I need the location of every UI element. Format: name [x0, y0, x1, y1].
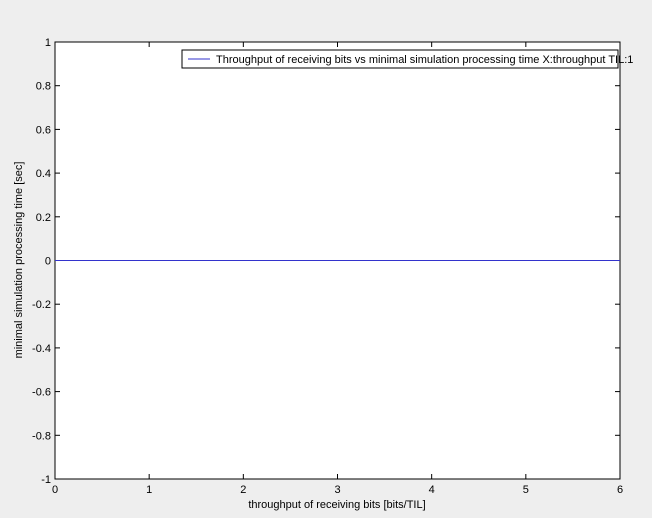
y-tick-label: 0.8: [36, 81, 51, 93]
y-tick-label: -0.8: [32, 430, 51, 442]
y-tick-label: -0.2: [32, 299, 51, 311]
x-axis-label: throughput of receiving bits [bits/TIL]: [248, 499, 425, 511]
y-tick-label: -1: [41, 474, 51, 486]
y-tick-label: 1: [45, 37, 51, 49]
x-tick-label: 3: [334, 484, 340, 496]
y-tick-label: 0.6: [36, 124, 51, 136]
y-tick-label: 0: [45, 256, 51, 268]
x-tick-label: 6: [617, 484, 623, 496]
y-axis-label: minimal simulation processing time [sec]: [13, 162, 25, 359]
legend-entry: Throughput of receiving bits vs minimal …: [216, 54, 633, 66]
legend-box: [181, 49, 619, 69]
x-tick-label: 5: [523, 484, 529, 496]
legend: Throughput of receiving bits vs minimal …: [181, 49, 633, 69]
y-tick-label: 0.4: [36, 168, 51, 180]
y-tick-label: -0.4: [32, 343, 51, 355]
y-tick-label: -0.6: [32, 387, 51, 399]
axis-ticks: 0 1 2 3 4 5 6 -1 -0.8 -0.6 -0.4 -0.2 0 0.2 0.4 0.6 0.8 1: [32, 37, 623, 496]
x-tick-label: 2: [240, 484, 246, 496]
x-tick-label: 4: [429, 484, 435, 496]
y-tick-label: 0.2: [36, 212, 51, 224]
x-tick-label: 0: [52, 484, 58, 496]
x-tick-label: 1: [146, 484, 152, 496]
